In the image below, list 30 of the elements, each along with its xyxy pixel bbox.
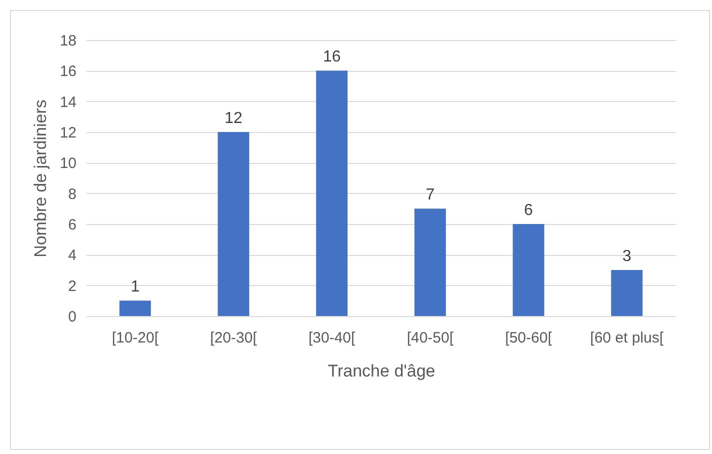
x-tick-label: [40-50[ [406, 330, 454, 346]
y-axis-title: Nombre de jardiniers [30, 100, 50, 258]
x-tick-label: [30-40[ [308, 330, 356, 346]
y-tick-label: 4 [68, 247, 76, 264]
x-tick-label: [60 et plus[ [590, 330, 664, 346]
y-tick-label: 8 [68, 186, 76, 203]
y-tick-label: 18 [60, 32, 76, 50]
bar [316, 70, 348, 316]
y-tick-label: 16 [60, 63, 76, 80]
x-tick-label: [50-60[ [505, 330, 553, 346]
data-label: 12 [224, 110, 242, 127]
y-tick-label: 10 [60, 155, 76, 172]
data-label: 7 [426, 186, 435, 204]
bar [512, 224, 544, 316]
y-tick-label: 6 [68, 216, 76, 234]
y-tick-label: 0 [68, 308, 76, 326]
y-tick-label: 2 [68, 278, 76, 295]
data-label: 3 [622, 248, 632, 265]
data-label: 16 [322, 48, 341, 66]
data-label: 1 [130, 278, 140, 296]
bar [414, 208, 446, 316]
bar [218, 132, 250, 316]
y-tick-label: 14 [60, 94, 76, 111]
x-tick-label: [10-20[ [112, 330, 160, 346]
data-label: 6 [524, 202, 534, 219]
bar [119, 300, 151, 316]
x-tick-label: [20-30[ [210, 330, 258, 346]
y-tick-label: 12 [60, 124, 76, 142]
bar [611, 270, 643, 316]
x-axis-title: Tranche d'âge [328, 362, 436, 380]
